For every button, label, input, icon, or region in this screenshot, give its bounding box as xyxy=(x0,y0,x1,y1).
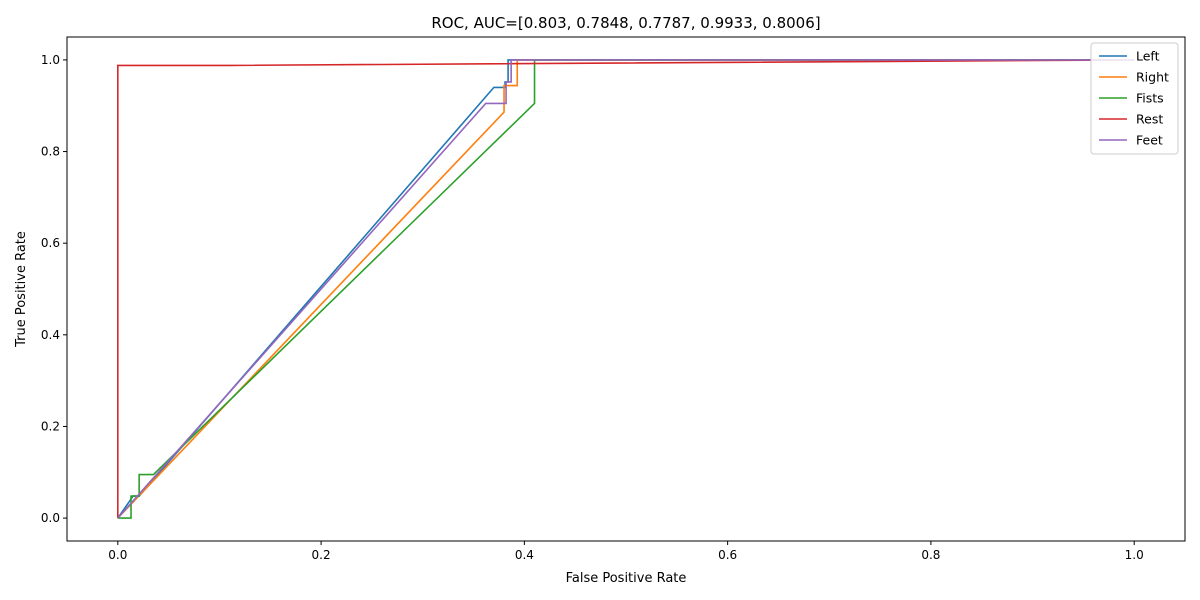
legend-label-rest: Rest xyxy=(1136,112,1163,127)
series-line-rest xyxy=(117,59,1135,519)
x-tick-label: 0.4 xyxy=(515,548,534,562)
plot-lines xyxy=(117,59,1135,519)
x-tick-label: 1.0 xyxy=(1125,548,1144,562)
x-axis-ticks: 0.0 0.2 0.4 0.6 0.8 1.0 xyxy=(108,541,1144,562)
y-tick-label: 0.6 xyxy=(41,236,60,250)
y-axis-ticks: 0.0 0.2 0.4 0.6 0.8 1.0 xyxy=(41,53,67,525)
x-tick-label: 0.6 xyxy=(718,548,737,562)
legend-label-left: Left xyxy=(1136,49,1160,64)
series-line-fists xyxy=(117,59,1135,519)
plot-frame xyxy=(66,36,1186,542)
series-line-feet xyxy=(117,59,1135,519)
y-tick-label: 0.0 xyxy=(41,511,60,525)
legend-label-right: Right xyxy=(1136,70,1169,85)
y-tick-label: 0.2 xyxy=(41,419,60,433)
legend-label-fists: Fists xyxy=(1136,91,1164,106)
y-tick-label: 0.8 xyxy=(41,145,60,159)
legend-box xyxy=(1090,42,1179,155)
x-tick-label: 0.8 xyxy=(921,548,940,562)
y-tick-label: 0.4 xyxy=(41,328,60,342)
legend-label-feet: Feet xyxy=(1136,133,1163,148)
x-tick-label: 0.0 xyxy=(108,548,127,562)
x-tick-label: 0.2 xyxy=(312,548,331,562)
chart-title: ROC, AUC=[0.803, 0.7848, 0.7787, 0.9933,… xyxy=(431,14,820,32)
y-axis-label: True Positive Rate xyxy=(14,231,29,348)
x-axis-label: False Positive Rate xyxy=(566,571,687,586)
legend: Left Right Fists Rest Feet xyxy=(1090,42,1179,155)
y-tick-label: 1.0 xyxy=(41,53,60,67)
